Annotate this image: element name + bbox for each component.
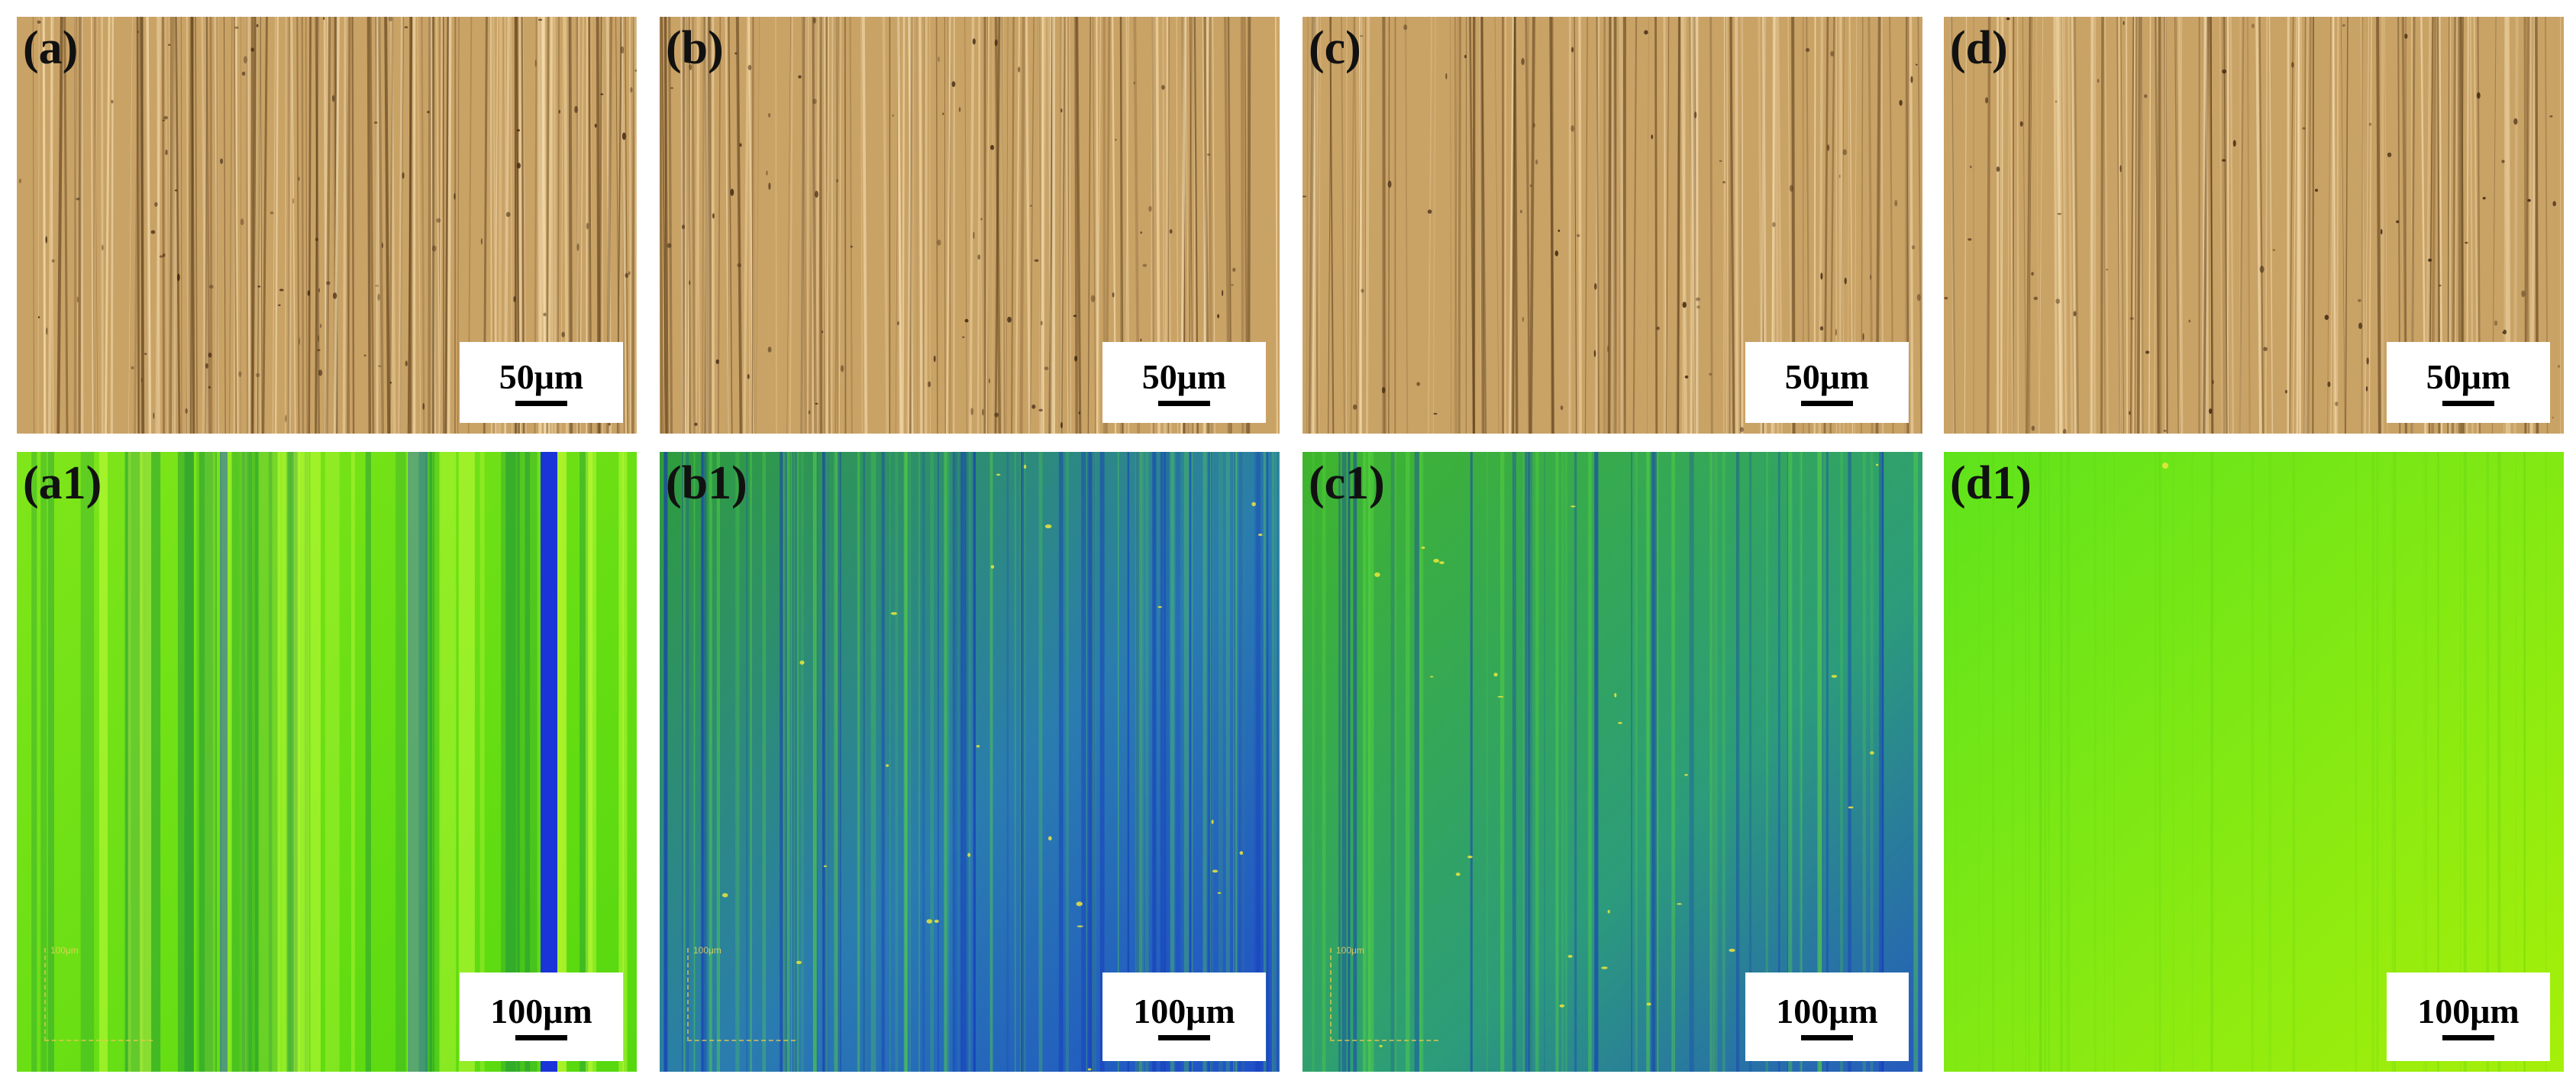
scale-bar-text-a1: 100μm <box>490 991 592 1031</box>
micrograph-panel-b: (b) 50μm <box>660 17 1280 434</box>
scale-bar-b: 50μm <box>1102 342 1266 423</box>
height-map-panel-b1: 100μm (b1) 100μm <box>660 452 1280 1072</box>
panel-label-b1: (b1) <box>666 457 747 509</box>
scale-bar-line-b <box>1158 400 1210 406</box>
faint-inset-scale-a1: 100μm <box>44 945 153 1041</box>
micrograph-panel-d: (d) 50μm <box>1944 17 2564 434</box>
faint-inset-scale-c1: 100μm <box>1330 945 1438 1041</box>
panel-label-a1: (a1) <box>23 457 102 509</box>
scale-bar-text-d: 50μm <box>2426 356 2511 396</box>
scale-bar-line-d1 <box>2442 1034 2494 1040</box>
height-map-panel-a1: 100μm (a1) 100μm <box>17 452 637 1072</box>
scale-bar-c: 50μm <box>1745 342 1909 423</box>
scale-bar-text-c: 50μm <box>1784 356 1870 396</box>
faint-inset-scale-text-c1: 100μm <box>1336 945 1364 956</box>
panel-label-d1: (d1) <box>1950 457 2032 509</box>
panel-label-b: (b) <box>666 22 724 74</box>
scale-bar-line-b1 <box>1158 1034 1210 1040</box>
scale-bar-line-d <box>2442 400 2494 406</box>
scale-bar-a: 50μm <box>460 342 623 423</box>
scale-bar-text-a: 50μm <box>499 356 584 396</box>
height-map-image-d1 <box>1944 452 2564 1072</box>
panel-label-c: (c) <box>1309 22 1361 74</box>
micrograph-image-a <box>17 17 637 434</box>
micrograph-panel-a: (a) 50μm <box>17 17 637 434</box>
scale-bar-line-c1 <box>1801 1034 1853 1040</box>
scale-bar-line-a <box>515 400 567 406</box>
scale-bar-d: 50μm <box>2387 342 2550 423</box>
scale-bar-c1: 100μm <box>1745 972 1909 1061</box>
height-map-panel-d1: (d1) 100μm <box>1944 452 2564 1072</box>
scale-bar-text-d1: 100μm <box>2417 991 2520 1031</box>
panel-label-a: (a) <box>23 22 79 74</box>
micrograph-image-b <box>660 17 1280 434</box>
faint-inset-scale-text-b1: 100μm <box>693 945 721 956</box>
height-map-panel-c1: 100μm (c1) 100μm <box>1303 452 1922 1072</box>
scale-bar-line-c <box>1801 400 1853 406</box>
scale-bar-a1: 100μm <box>460 972 623 1061</box>
scale-bar-text-b: 50μm <box>1141 356 1227 396</box>
scale-bar-text-b1: 100μm <box>1133 991 1235 1031</box>
micrograph-panel-c: (c) 50μm <box>1303 17 1922 434</box>
faint-inset-scale-b1: 100μm <box>687 945 796 1041</box>
scale-bar-b1: 100μm <box>1102 972 1266 1061</box>
scale-bar-d1: 100μm <box>2387 972 2550 1061</box>
scale-bar-line-a1 <box>515 1034 567 1040</box>
scale-bar-text-c1: 100μm <box>1776 991 1878 1031</box>
faint-inset-scale-text-a1: 100μm <box>50 945 79 956</box>
height-map-image-a1 <box>17 452 637 1072</box>
height-map-image-b1 <box>660 452 1280 1072</box>
height-map-image-c1 <box>1303 452 1922 1072</box>
panel-label-c1: (c1) <box>1309 457 1385 509</box>
panel-label-d: (d) <box>1950 22 2008 74</box>
